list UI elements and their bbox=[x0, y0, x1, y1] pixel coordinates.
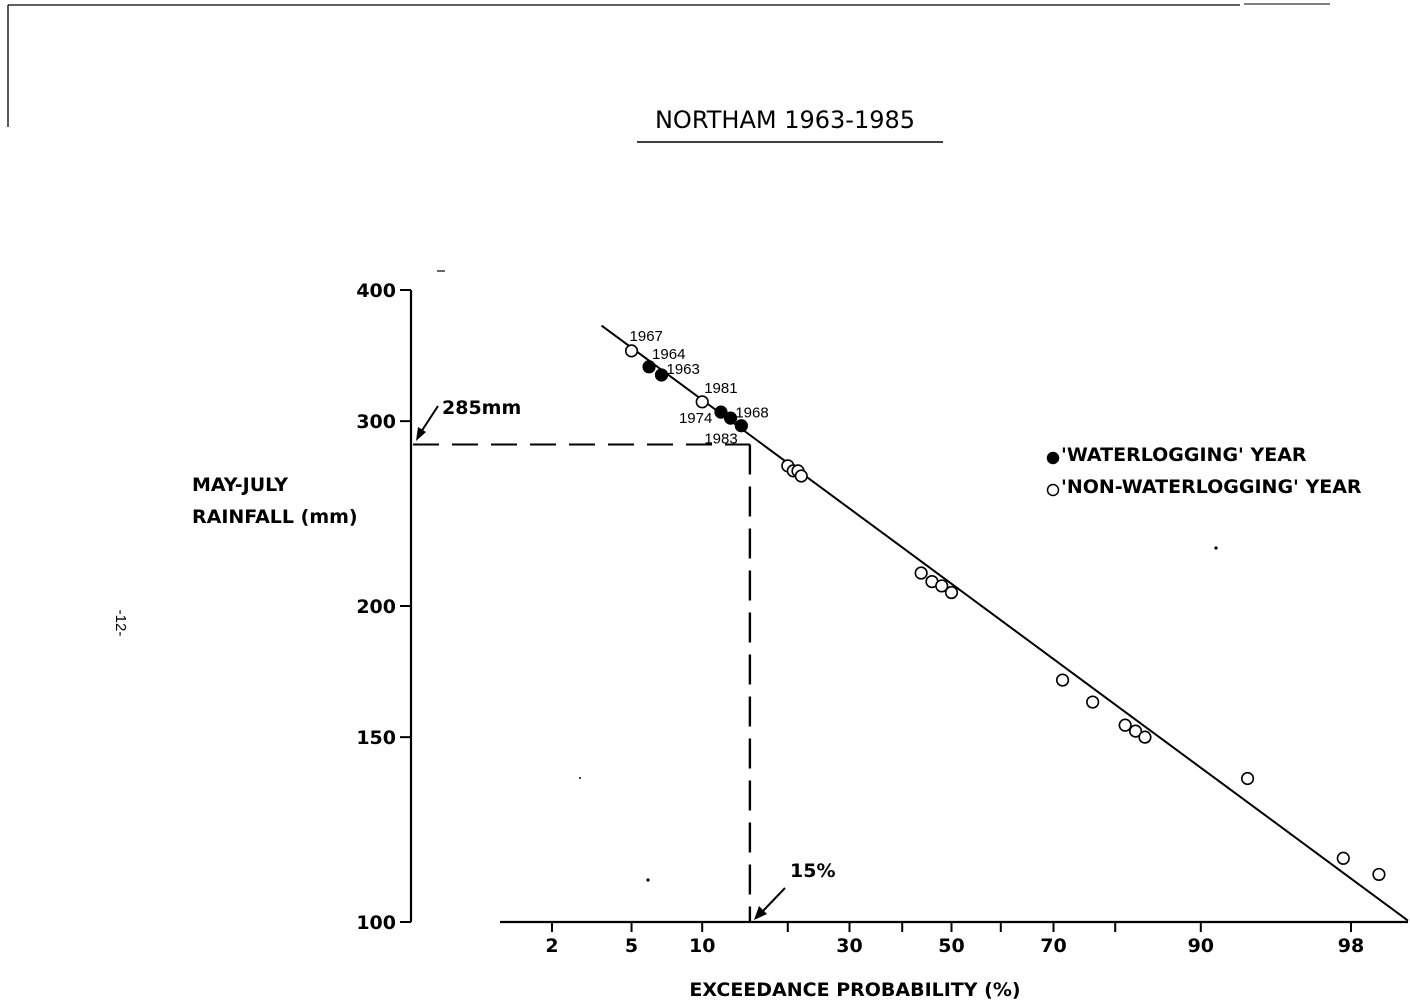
probability-arrow-head bbox=[754, 906, 767, 920]
probability-annotation-label: 15% bbox=[790, 860, 835, 882]
x-tick-label: 70 bbox=[1040, 935, 1066, 957]
point-year-label: 1981 bbox=[704, 380, 737, 397]
legend-label-non-waterlogging: 'NON-WATERLOGGING' YEAR bbox=[1061, 476, 1362, 498]
point-non-waterlogging bbox=[695, 395, 709, 409]
x-tick-label: 10 bbox=[689, 935, 715, 957]
rainfall-annotation-label: 285mm bbox=[442, 397, 521, 419]
point-year-label: 1967 bbox=[630, 328, 663, 345]
y-axis-ticks: 100 150 200 300 400 bbox=[356, 280, 411, 934]
point-waterlogging bbox=[723, 411, 738, 425]
x-axis-label: EXCEEDANCE PROBABILITY (%) bbox=[689, 979, 1020, 1001]
point-year-label: 1963 bbox=[666, 361, 699, 378]
rainfall-annotation-arrow bbox=[420, 405, 439, 433]
rainfall-arrow-head bbox=[416, 427, 426, 441]
page-frame bbox=[7, 3, 1330, 127]
point-waterlogging bbox=[734, 419, 748, 433]
point-non-waterlogging bbox=[1086, 695, 1100, 709]
legend-marker-open bbox=[1046, 483, 1060, 497]
point-waterlogging bbox=[642, 360, 656, 374]
y-axis-label-line1: MAY-JULY bbox=[192, 474, 288, 496]
point-non-waterlogging bbox=[1336, 851, 1350, 865]
legend-label-waterlogging: 'WATERLOGGING' YEAR bbox=[1061, 444, 1307, 466]
probability-annotation-arrow bbox=[761, 887, 786, 913]
x-tick-label: 30 bbox=[836, 935, 862, 957]
y-tick-label: 150 bbox=[356, 727, 396, 749]
y-axis-label-line2: RAINFALL (mm) bbox=[192, 506, 358, 528]
scan-speck-dot bbox=[646, 878, 650, 882]
x-tick-label: 50 bbox=[938, 935, 964, 957]
legend-marker-filled bbox=[1046, 451, 1060, 465]
x-tick-label: 98 bbox=[1338, 935, 1364, 957]
legend: 'WATERLOGGING' YEAR 'NON-WATERLOGGING' Y… bbox=[1046, 444, 1362, 498]
point-year-label: 1968 bbox=[735, 405, 768, 422]
point-non-waterlogging bbox=[914, 566, 928, 580]
scan-speck-dot bbox=[579, 777, 581, 779]
y-tick-label: 100 bbox=[356, 912, 396, 934]
point-non-waterlogging bbox=[1138, 730, 1152, 744]
point-non-waterlogging bbox=[1128, 724, 1143, 738]
point-non-waterlogging bbox=[794, 469, 808, 483]
point-waterlogging bbox=[714, 405, 728, 419]
x-axis-ticks: 2 5 10 30 50 70 90 98 bbox=[545, 922, 1364, 957]
y-tick-label: 300 bbox=[356, 411, 396, 433]
point-year-label: 1983 bbox=[704, 431, 737, 448]
point-non-waterlogging bbox=[624, 344, 639, 358]
chart-title: NORTHAM 1963-1985 bbox=[655, 106, 915, 134]
point-year-label: 1974 bbox=[679, 410, 712, 427]
annotation-285mm: 285mm bbox=[416, 397, 521, 441]
y-tick-label: 400 bbox=[356, 280, 396, 302]
page-number: -12- bbox=[112, 610, 129, 637]
y-tick-label: 200 bbox=[356, 596, 396, 618]
x-tick-label: 2 bbox=[545, 935, 558, 957]
point-non-waterlogging bbox=[1118, 718, 1132, 732]
x-tick-label: 5 bbox=[625, 935, 638, 957]
annotation-15pct: 15% bbox=[754, 860, 835, 920]
point-waterlogging bbox=[654, 368, 669, 382]
point-non-waterlogging bbox=[1055, 673, 1070, 687]
point-year-label: 1964 bbox=[652, 346, 685, 363]
point-non-waterlogging bbox=[1372, 867, 1386, 882]
x-tick-label: 90 bbox=[1188, 935, 1214, 957]
point-non-waterlogging bbox=[1240, 771, 1255, 786]
reference-lines bbox=[413, 443, 752, 921]
point-non-waterlogging bbox=[935, 579, 949, 593]
point-non-waterlogging bbox=[944, 585, 959, 600]
scan-speck-dot bbox=[1214, 546, 1218, 550]
